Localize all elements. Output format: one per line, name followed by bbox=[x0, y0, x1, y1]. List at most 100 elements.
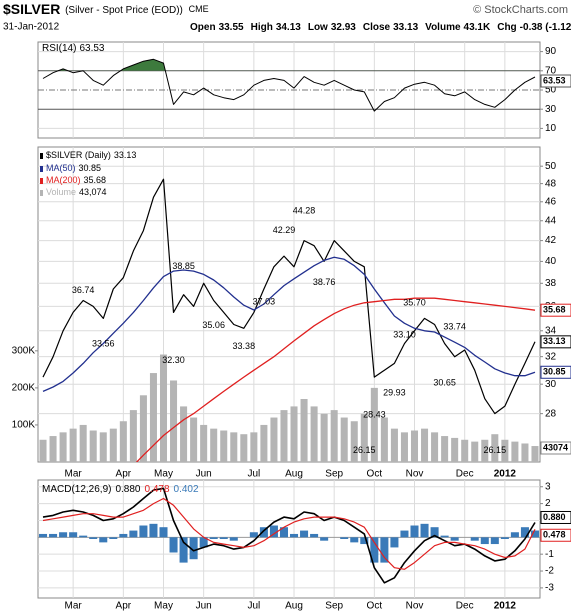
x-tick-label: Dec bbox=[456, 469, 474, 480]
volume-bar bbox=[230, 432, 238, 462]
legend: RSI(14) 63.53 bbox=[42, 43, 105, 54]
y-tick-label: 46 bbox=[545, 196, 557, 207]
y-tick-label: 28 bbox=[545, 408, 557, 419]
volume-bar bbox=[109, 428, 117, 462]
y-tick-label: 38 bbox=[545, 278, 557, 289]
quote-label: Chg bbox=[497, 22, 516, 33]
volume-bar bbox=[330, 410, 338, 462]
x-tick-label: Jun bbox=[196, 469, 212, 480]
x-tick-label: Aug bbox=[285, 601, 303, 612]
histogram-bar bbox=[520, 527, 529, 538]
volume-bar bbox=[240, 434, 248, 462]
volume-bar bbox=[159, 354, 168, 462]
x-tick-label: Mar bbox=[65, 469, 83, 480]
histogram-bar bbox=[69, 532, 78, 538]
histogram-bar bbox=[360, 537, 369, 545]
description: (Silver - Spot Price (EOD)) bbox=[65, 5, 183, 16]
histogram-bar bbox=[99, 537, 108, 543]
volume-bar bbox=[250, 432, 258, 462]
ma-line bbox=[135, 297, 536, 462]
value-box-label: 35.68 bbox=[543, 305, 566, 315]
histogram-bar bbox=[89, 537, 98, 539]
legend-name: $SILVER (Daily) bbox=[46, 150, 111, 160]
histogram-bar bbox=[350, 537, 359, 543]
histogram-bar bbox=[310, 533, 319, 538]
quote-label: High bbox=[251, 22, 273, 33]
histogram-bar bbox=[159, 527, 168, 538]
volume-bar bbox=[380, 417, 388, 462]
histogram-bar bbox=[169, 537, 178, 553]
volume-bar bbox=[210, 428, 218, 462]
y-tick-label: 50 bbox=[545, 161, 557, 172]
histogram-bar bbox=[370, 537, 379, 563]
histogram-bar bbox=[209, 537, 218, 539]
volume-bar bbox=[340, 417, 348, 462]
legend-value: 63.53 bbox=[79, 43, 104, 54]
histogram-bar bbox=[249, 532, 258, 538]
value-box bbox=[540, 528, 571, 542]
histogram-bar bbox=[199, 537, 208, 548]
price-annotation: 38.76 bbox=[313, 277, 336, 287]
price-annotation: 35.06 bbox=[202, 320, 225, 330]
value-box-label: 30.85 bbox=[543, 367, 566, 377]
y-tick-label: 30 bbox=[545, 104, 557, 115]
y-tick-label: 50 bbox=[545, 85, 557, 96]
histogram-bar bbox=[390, 537, 399, 548]
y-tick-label: 90 bbox=[545, 46, 557, 57]
quote-value: -0.38 (-1.12%) bbox=[520, 22, 571, 33]
value-box bbox=[540, 335, 571, 349]
legend-value: 0.402 bbox=[174, 484, 199, 495]
quote-label: Close bbox=[363, 22, 391, 33]
value-box bbox=[540, 441, 571, 455]
volume-bar bbox=[79, 424, 87, 462]
legend-value: 43,074 bbox=[79, 187, 107, 197]
source: © StockCharts.com bbox=[473, 4, 568, 16]
x-tick-label: Nov bbox=[406, 469, 424, 480]
x-tick-label: 2012 bbox=[494, 601, 517, 612]
volume-bar bbox=[320, 413, 328, 462]
histogram-bar bbox=[39, 533, 48, 538]
x-tick-label: Apr bbox=[116, 469, 132, 480]
price-annotation: 44.28 bbox=[293, 205, 316, 215]
histogram-bar bbox=[450, 537, 459, 541]
legend-swatch bbox=[40, 178, 43, 184]
volume-bar bbox=[170, 380, 178, 462]
price-annotation: 29.93 bbox=[383, 388, 406, 398]
y-tick-label: 34 bbox=[545, 325, 557, 336]
y-tick-label: 42 bbox=[545, 235, 557, 246]
price-line bbox=[42, 178, 536, 415]
price-annotation: 28.43 bbox=[363, 410, 386, 420]
histogram-bar bbox=[410, 525, 419, 538]
volume-bar bbox=[521, 443, 529, 462]
volume-bar bbox=[200, 424, 208, 462]
exchange: CME bbox=[189, 4, 209, 14]
value-box bbox=[540, 303, 571, 317]
histogram-bar bbox=[189, 537, 198, 560]
x-tick-label: Apr bbox=[116, 601, 132, 612]
y2-tick-label: 300K bbox=[12, 345, 36, 356]
histogram-bar bbox=[49, 533, 58, 538]
legend: MA(200) 35.68 bbox=[46, 175, 106, 185]
volume-bar bbox=[139, 395, 147, 462]
price-annotation: 42.29 bbox=[273, 225, 296, 235]
histogram-bar bbox=[380, 537, 389, 563]
legend: $SILVER (Daily) 33.13 bbox=[46, 150, 136, 160]
histogram-bar bbox=[149, 523, 158, 538]
legend-value: 0.880 bbox=[115, 484, 140, 495]
legend-name: MA(200) bbox=[46, 175, 81, 185]
volume-bar bbox=[410, 430, 419, 462]
volume-bar bbox=[481, 439, 489, 462]
quote-value: 32.93 bbox=[331, 22, 356, 33]
quote-value: 34.13 bbox=[276, 22, 301, 33]
macd-line bbox=[42, 497, 536, 570]
histogram-bar bbox=[420, 523, 429, 538]
volume-bar bbox=[310, 406, 318, 462]
symbol: $SILVER bbox=[3, 1, 60, 17]
y-tick-label: 70 bbox=[545, 65, 557, 76]
legend-name: Volume bbox=[46, 187, 76, 197]
volume-bar bbox=[190, 417, 198, 462]
y2-tick-label: 200K bbox=[12, 383, 36, 394]
volume-bar bbox=[531, 446, 539, 462]
legend-name: RSI(14) bbox=[42, 43, 76, 54]
